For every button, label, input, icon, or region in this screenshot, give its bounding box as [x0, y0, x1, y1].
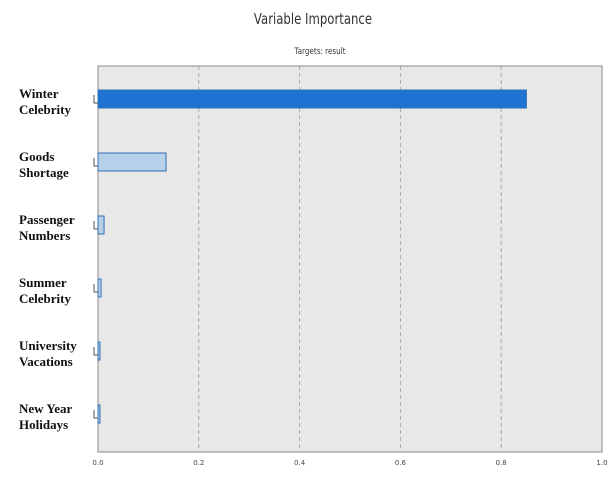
y-tick-mark	[93, 347, 98, 356]
category-label: Passenger Numbers	[19, 212, 75, 243]
chart-title: Variable Importance	[253, 10, 373, 28]
y-tick-mark	[93, 410, 98, 419]
x-tick-label: 0.8	[496, 459, 507, 467]
x-tick-label: 0.4	[294, 459, 306, 467]
x-tick-label: 1.0	[596, 459, 607, 467]
plot-area	[97, 65, 603, 453]
category-label: University Vacations	[19, 338, 77, 369]
bar	[97, 215, 105, 235]
category-label: Summer Celebrity	[19, 275, 71, 306]
y-tick-mark	[93, 221, 98, 230]
x-tick-label: 0.2	[193, 459, 204, 467]
category-label: Winter Celebrity	[19, 86, 71, 117]
x-tick-label: 0.6	[395, 459, 407, 467]
y-tick-mark	[93, 95, 98, 104]
y-tick-mark	[93, 158, 98, 167]
bar	[97, 341, 101, 361]
bar	[97, 404, 101, 424]
bar	[97, 152, 167, 172]
category-label: Goods Shortage	[19, 149, 69, 180]
y-tick-mark	[93, 284, 98, 293]
bar	[97, 278, 102, 298]
category-label: New Year Holidays	[19, 401, 73, 432]
chart-subtitle: Targets: result	[294, 47, 346, 57]
x-tick-label: 0.0	[92, 459, 103, 467]
bar	[97, 89, 527, 109]
